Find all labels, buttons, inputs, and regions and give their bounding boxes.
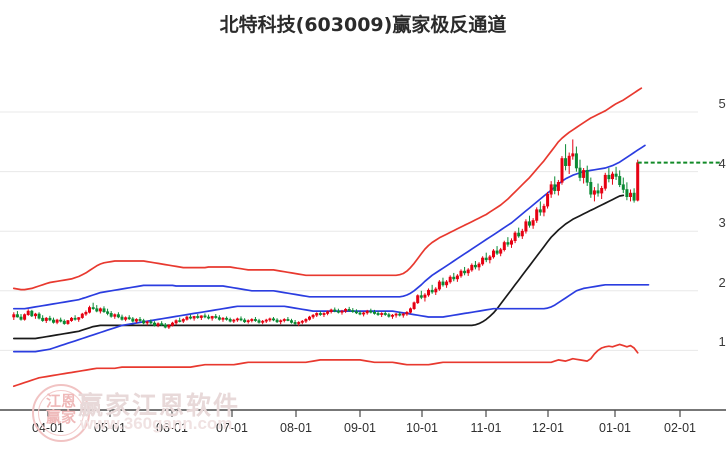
channel-bands (12, 87, 650, 388)
x-axis-tick-label: 01-01 (599, 421, 631, 435)
x-axis-tick-label: 02-01 (664, 421, 696, 435)
watermark-url: www.360gann.com (80, 414, 233, 433)
watermark-seal-icon: 江恩 赢家 (32, 384, 90, 442)
page-title: 北特科技(603009)赢家极反通道 (219, 14, 507, 36)
x-axis-tick-label: 05-01 (94, 421, 126, 435)
y-axis-tick-label: 30 (718, 215, 726, 231)
x-axis-tick-label: 10-01 (406, 421, 438, 435)
x-axis-tick-label: 07-01 (216, 421, 248, 435)
y-axis-tick-label: 50 (718, 96, 726, 111)
gridlines (0, 111, 698, 411)
seal-inner-ring (38, 390, 84, 436)
axis-lines (0, 409, 726, 417)
x-axis-tick-label: 11-01 (470, 421, 502, 435)
candlestick-series (12, 139, 640, 329)
y-axis-tick-label: 20 (718, 274, 726, 290)
seal-characters: 江恩 赢家 (45, 392, 76, 426)
x-axis-tick-label: 06-01 (156, 421, 188, 435)
x-axis-tick-label: 09-01 (344, 421, 376, 435)
x-axis-tick-label: 12-01 (532, 421, 564, 435)
x-axis-tick-label: 08-01 (280, 421, 312, 435)
y-axis-tick-label: 0 (695, 394, 726, 409)
y-axis-tick-label: 40 (718, 155, 726, 171)
y-axis-tick-label: 10 (718, 334, 726, 350)
watermark-brand: 赢家江恩软件 (78, 391, 241, 420)
